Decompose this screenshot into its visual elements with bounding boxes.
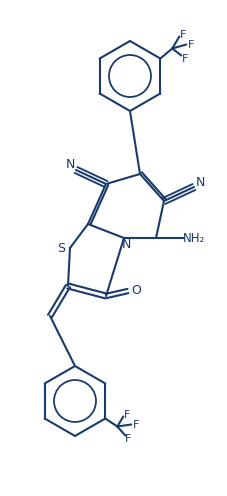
Text: S: S bbox=[57, 242, 65, 254]
Text: N: N bbox=[65, 159, 75, 172]
Text: F: F bbox=[124, 410, 131, 420]
Text: F: F bbox=[188, 40, 195, 50]
Text: N: N bbox=[195, 176, 205, 188]
Text: F: F bbox=[133, 420, 140, 430]
Text: F: F bbox=[180, 29, 187, 40]
Text: F: F bbox=[182, 54, 188, 63]
Text: F: F bbox=[125, 434, 131, 444]
Text: N: N bbox=[121, 239, 131, 251]
Text: O: O bbox=[131, 285, 141, 298]
Text: NH₂: NH₂ bbox=[183, 232, 205, 245]
